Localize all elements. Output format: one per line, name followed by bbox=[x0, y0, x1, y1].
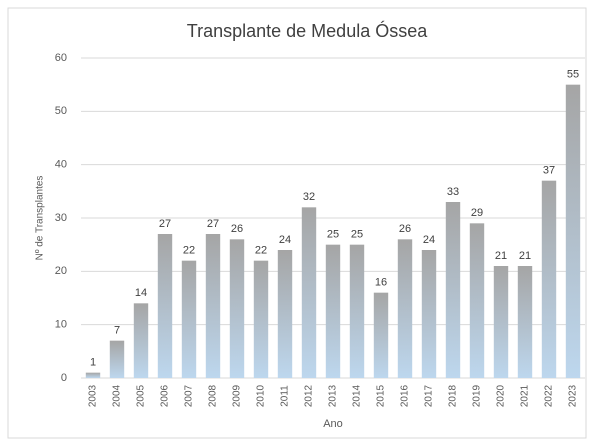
y-tick-label: 10 bbox=[55, 319, 67, 331]
bar bbox=[445, 202, 461, 378]
data-label: 22 bbox=[183, 245, 195, 257]
bar bbox=[373, 292, 389, 378]
x-tick-label: 2018 bbox=[448, 384, 459, 407]
data-label: 7 bbox=[114, 325, 120, 337]
x-tick-label: 2017 bbox=[424, 384, 435, 407]
bar bbox=[565, 84, 581, 379]
chart-title: Transplante de Medula Óssea bbox=[187, 20, 428, 41]
x-tick-label: 2012 bbox=[304, 384, 315, 407]
data-label: 55 bbox=[567, 69, 579, 81]
data-label: 24 bbox=[423, 234, 435, 246]
x-tick-label: 2023 bbox=[568, 384, 579, 407]
data-label: 21 bbox=[495, 250, 507, 262]
y-tick-label: 20 bbox=[55, 265, 67, 277]
data-label: 29 bbox=[471, 207, 483, 219]
data-label: 25 bbox=[327, 229, 339, 241]
x-tick-label: 2003 bbox=[88, 384, 99, 407]
bar bbox=[301, 207, 317, 378]
bar bbox=[517, 266, 533, 378]
data-label: 1 bbox=[90, 357, 96, 369]
data-label: 16 bbox=[375, 277, 387, 289]
bar bbox=[541, 180, 557, 378]
bar bbox=[85, 372, 101, 378]
bar bbox=[397, 239, 413, 378]
bar bbox=[109, 340, 125, 378]
x-tick-label: 2015 bbox=[376, 384, 387, 407]
x-tick-label: 2014 bbox=[352, 384, 363, 407]
x-tick-label: 2007 bbox=[184, 384, 195, 407]
bar bbox=[181, 260, 197, 378]
x-tick-label: 2019 bbox=[472, 384, 483, 407]
chart-border bbox=[7, 7, 587, 439]
x-tick-label: 2004 bbox=[112, 384, 123, 407]
bar bbox=[421, 250, 437, 378]
bar bbox=[133, 303, 149, 378]
data-label: 37 bbox=[543, 165, 555, 177]
x-axis-label: Ano bbox=[323, 418, 343, 430]
y-tick-label: 30 bbox=[55, 212, 67, 224]
bar bbox=[157, 234, 173, 378]
data-label: 33 bbox=[447, 186, 459, 198]
data-label: 32 bbox=[303, 191, 315, 203]
x-tick-label: 2010 bbox=[256, 384, 267, 407]
y-tick-label: 50 bbox=[55, 105, 67, 117]
x-tick-label: 2005 bbox=[136, 384, 147, 407]
x-tick-label: 2011 bbox=[280, 385, 291, 407]
data-label: 22 bbox=[255, 245, 267, 257]
data-label: 14 bbox=[135, 287, 147, 299]
bar bbox=[205, 234, 221, 378]
data-label: 26 bbox=[231, 223, 243, 235]
y-tick-label: 0 bbox=[61, 372, 67, 384]
bar bbox=[469, 223, 485, 378]
y-axis-label: Nº de Transplantes bbox=[35, 176, 46, 261]
bar bbox=[493, 266, 509, 378]
data-label: 26 bbox=[399, 223, 411, 235]
x-tick-label: 2008 bbox=[208, 384, 219, 407]
bar bbox=[253, 260, 269, 378]
x-tick-label: 2006 bbox=[160, 384, 171, 407]
data-label: 25 bbox=[351, 229, 363, 241]
data-label: 27 bbox=[207, 218, 219, 230]
bar bbox=[349, 244, 365, 378]
data-label: 24 bbox=[279, 234, 291, 246]
bar bbox=[277, 250, 293, 378]
y-tick-label: 60 bbox=[55, 52, 67, 64]
x-tick-label: 2016 bbox=[400, 384, 411, 407]
data-label: 21 bbox=[519, 250, 531, 262]
x-tick-label: 2020 bbox=[496, 384, 507, 407]
x-tick-label: 2009 bbox=[232, 384, 243, 407]
y-tick-label: 40 bbox=[55, 159, 67, 171]
x-tick-label: 2022 bbox=[544, 384, 555, 407]
x-tick-label: 2021 bbox=[520, 384, 531, 407]
bar bbox=[325, 244, 341, 378]
x-tick-label: 2013 bbox=[328, 384, 339, 407]
data-label: 27 bbox=[159, 218, 171, 230]
bar bbox=[229, 239, 245, 378]
